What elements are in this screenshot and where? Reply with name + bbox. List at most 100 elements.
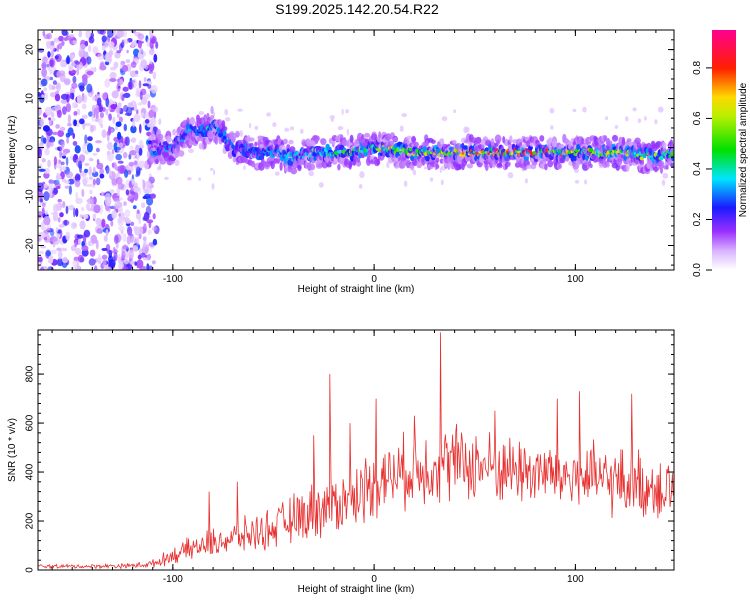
noise-blob (72, 76, 77, 84)
noise-blob (142, 242, 146, 250)
noise-blob (122, 233, 127, 242)
noise-blob (131, 73, 139, 77)
spectrogram-ylabel: Frequency (Hz) (7, 116, 18, 185)
noise-blob (143, 77, 147, 82)
noise-blob (130, 61, 137, 68)
noise-blob (59, 203, 63, 209)
noise-blob (49, 44, 56, 51)
noise-blob (138, 147, 143, 156)
signal-core (322, 148, 325, 152)
faint-blob (424, 166, 427, 170)
signal-halo (439, 138, 445, 144)
colorbar-tick-label: 0.6 (692, 111, 703, 125)
noise-blob (122, 86, 129, 92)
noise-blob (109, 78, 117, 82)
noise-blob (50, 249, 57, 255)
noise-blob (43, 167, 51, 175)
faint-blob (289, 126, 294, 131)
noise-blob (93, 265, 98, 270)
signal-halo (159, 159, 167, 165)
signal-halo (606, 162, 610, 168)
noise-blob (38, 106, 42, 116)
noise-blob (135, 166, 141, 175)
faint-blob (239, 130, 244, 138)
faint-blob (198, 177, 202, 181)
colorbar-tick-label: 0.2 (692, 212, 703, 226)
noise-blob (135, 211, 142, 220)
x-tick-label: -100 (163, 274, 183, 285)
noise-blob (74, 175, 78, 182)
noise-blob (101, 45, 106, 51)
signal-halo (330, 140, 336, 145)
y-tick-label: 200 (25, 512, 36, 529)
noise-blob (79, 44, 86, 49)
noise-blob (62, 155, 66, 159)
x-tick-label: 100 (567, 274, 584, 285)
figure-title: S199.2025.142.20.54.R22 (275, 1, 439, 17)
noise-blob (142, 236, 147, 241)
noise-blob (118, 116, 123, 123)
noise-blob (141, 144, 145, 149)
noise-blob (136, 109, 139, 115)
noise-blob (110, 128, 114, 133)
noise-blob (38, 232, 46, 239)
noise-blob (127, 169, 132, 175)
colorbar: 0.0 0.2 0.4 0.6 0.8 Normalized spectral ampl… (692, 30, 749, 277)
faint-blob (550, 125, 554, 130)
noise-blob (74, 241, 77, 248)
noise-blob (79, 85, 85, 92)
noise-blob (101, 247, 108, 252)
noise-blob (96, 228, 102, 234)
signal-band (223, 130, 227, 138)
noise-blob (118, 254, 121, 261)
noise-blob (86, 56, 92, 65)
noise-blob (115, 176, 123, 185)
noise-blob (102, 258, 107, 268)
signal-halo (399, 160, 406, 169)
noise-blob (126, 235, 131, 245)
noise-blob (124, 251, 130, 259)
signal-halo (547, 159, 554, 168)
signal-core (515, 150, 518, 153)
signal-halo (378, 131, 382, 139)
noise-blob (43, 216, 51, 226)
noise-blob (132, 182, 138, 188)
noise-blob (113, 234, 119, 244)
faint-blob (254, 125, 259, 131)
signal-halo (414, 141, 419, 148)
noise-blob (60, 247, 68, 252)
noise-blob (43, 183, 48, 189)
noise-blob (65, 103, 71, 113)
noise-blob (151, 226, 157, 232)
signal-halo (529, 142, 535, 147)
noise-blob (81, 189, 85, 198)
noise-blob (133, 191, 139, 202)
noise-blob (117, 131, 122, 140)
signal-halo (309, 163, 316, 171)
noise-blob (43, 236, 48, 241)
noise-blob (84, 168, 88, 173)
noise-blob (144, 119, 150, 124)
faint-blob (300, 128, 304, 134)
faint-blob (346, 128, 349, 136)
noise-blob (49, 69, 52, 75)
noise-blob (146, 38, 151, 48)
noise-blob (123, 151, 128, 159)
y-tick-label: 800 (25, 365, 36, 382)
signal-core (670, 151, 674, 156)
noise-blob (60, 93, 69, 100)
noise-blob (131, 42, 135, 48)
noise-blob (121, 250, 126, 260)
faint-blob (158, 163, 162, 170)
faint-blob (174, 159, 180, 166)
noise-blob (77, 254, 84, 263)
snr-xlabel: Height of straight line (km) (298, 584, 415, 595)
noise-blob (49, 76, 54, 81)
signal-halo (466, 163, 473, 169)
noise-blob (75, 208, 79, 217)
signal-halo (290, 167, 298, 175)
faint-blob (337, 126, 344, 131)
noise-blob (45, 40, 53, 47)
signal-halo (227, 151, 233, 159)
